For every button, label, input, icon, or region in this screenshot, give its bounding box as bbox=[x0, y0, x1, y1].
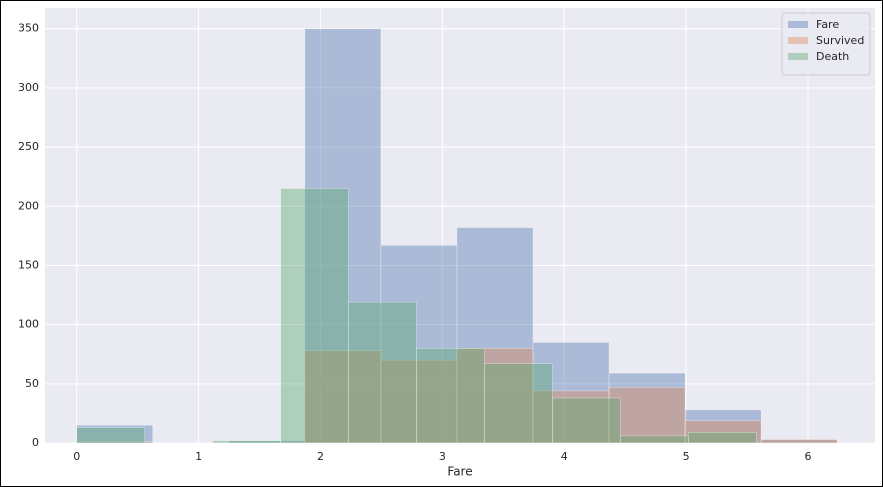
y-tick-label: 250 bbox=[18, 140, 39, 153]
bar bbox=[484, 363, 553, 444]
bar bbox=[348, 301, 417, 444]
legend-patch bbox=[788, 21, 808, 28]
x-tick-label: 1 bbox=[195, 450, 202, 463]
bar bbox=[280, 188, 349, 444]
x-tick-label: 6 bbox=[804, 450, 811, 463]
bar bbox=[380, 359, 458, 444]
y-tick-label: 350 bbox=[18, 22, 39, 35]
bar bbox=[552, 397, 621, 444]
legend-label: Survived bbox=[816, 34, 864, 47]
y-tick-label: 0 bbox=[32, 436, 39, 449]
x-tick-label: 2 bbox=[317, 450, 324, 463]
bar bbox=[608, 387, 686, 444]
legend-patch bbox=[788, 53, 808, 60]
x-tick-label: 0 bbox=[73, 450, 80, 463]
legend-box bbox=[781, 12, 871, 76]
bar bbox=[687, 432, 757, 444]
bar bbox=[304, 28, 382, 444]
y-tick-label: 100 bbox=[18, 318, 39, 331]
x-tick-label: 4 bbox=[561, 450, 568, 463]
bar bbox=[619, 435, 689, 444]
bar bbox=[416, 348, 485, 444]
y-tick-label: 300 bbox=[18, 81, 39, 94]
bar bbox=[456, 348, 534, 444]
bar bbox=[608, 372, 686, 444]
legend-patch bbox=[788, 37, 808, 44]
bar bbox=[684, 409, 762, 444]
y-tick-label: 50 bbox=[25, 377, 39, 390]
bar bbox=[380, 245, 458, 444]
x-tick-label: 3 bbox=[439, 450, 446, 463]
x-tick-label: 5 bbox=[683, 450, 690, 463]
bar bbox=[532, 342, 610, 444]
bar bbox=[212, 440, 281, 444]
y-tick-label: 200 bbox=[18, 199, 39, 212]
x-axis-label: Fare bbox=[447, 465, 472, 479]
plot-area bbox=[45, 8, 875, 443]
bar bbox=[304, 350, 382, 444]
y-tick-label: 150 bbox=[18, 258, 39, 271]
legend-label: Fare bbox=[816, 18, 839, 31]
legend-label: Death bbox=[816, 50, 849, 63]
bar bbox=[456, 227, 534, 444]
bar bbox=[760, 439, 838, 444]
bar bbox=[532, 390, 610, 444]
bar bbox=[76, 427, 145, 444]
